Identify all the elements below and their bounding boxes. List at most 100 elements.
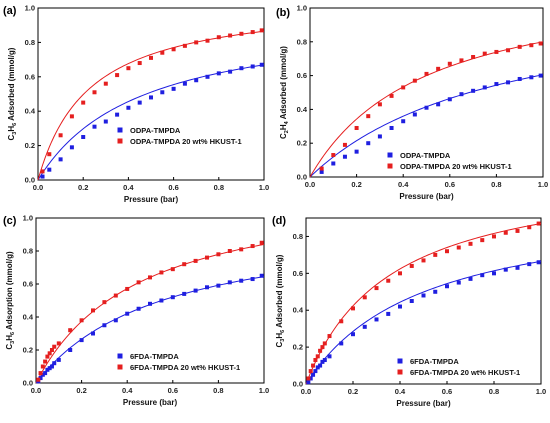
y-tick-label: 0.6 (25, 72, 35, 81)
y-tick-label: 0.0 (23, 379, 33, 388)
data-point (527, 262, 532, 267)
data-point (58, 133, 63, 138)
data-point (182, 262, 187, 267)
data-point (327, 334, 332, 339)
data-point (421, 258, 426, 263)
data-point (40, 364, 45, 369)
data-point (436, 66, 441, 71)
data-point (327, 354, 332, 359)
fit-curve-1 (37, 64, 265, 181)
data-point (389, 93, 394, 98)
data-point (52, 344, 57, 349)
data-point (259, 273, 264, 278)
y-tick-label: 0.2 (293, 343, 303, 352)
data-point (506, 48, 511, 53)
legend-entry: 6FDA-TMPDA 20 wt% HKUST-1 (410, 368, 520, 377)
legend: 6FDA-TMPDA 6FDA-TMPDA 20 wt% HKUST-1 (117, 352, 240, 372)
data-point (159, 270, 164, 275)
data-point (468, 241, 473, 246)
y-tick-label: 0.6 (297, 71, 307, 80)
y-tick-label: 0.4 (25, 107, 36, 116)
data-point (313, 369, 318, 374)
data-point (182, 43, 187, 48)
data-point (113, 318, 118, 323)
legend-marker (117, 127, 123, 133)
data-point (424, 105, 429, 110)
data-point (447, 61, 452, 66)
data-point (149, 95, 153, 100)
data-point (409, 299, 414, 303)
data-point (471, 88, 476, 93)
data-point (503, 230, 508, 235)
data-point (38, 371, 43, 376)
data-point (494, 49, 499, 54)
x-tick-label: 0.4 (398, 180, 409, 189)
data-point (56, 341, 61, 346)
legend-entry: 6FDA-TMPDA 20 wt% HKUST-1 (130, 363, 240, 372)
data-point (47, 152, 52, 157)
data-point (366, 141, 371, 146)
panel-label: (c) (3, 215, 17, 227)
legend-entry: 6FDA-TMPDA (410, 357, 459, 366)
legend-marker (397, 369, 403, 375)
x-tick-label: 0.6 (168, 386, 178, 395)
y-axis-label: C2H4 Adsorbed (mmol/g) (279, 46, 290, 139)
data-point (45, 367, 50, 372)
x-tick-label: 0.8 (491, 180, 501, 189)
data-point (216, 252, 221, 257)
data-point (69, 114, 74, 119)
data-point (529, 75, 534, 80)
chart-panel-1: 0.0 0.2 0.4 0.6 0.8 1.0 0.0 0.2 0.4 0.6 0.8 1.0 Pres… (3, 4, 269, 205)
data-point (47, 351, 52, 356)
data-point (216, 35, 221, 40)
data-point (125, 286, 130, 291)
data-point (506, 80, 511, 85)
data-point (52, 361, 57, 366)
x-tick-label: 0.2 (78, 183, 88, 192)
panel-label: (a) (3, 5, 17, 17)
series-2 (319, 41, 543, 171)
x-tick-label: 0.8 (213, 386, 223, 395)
data-point (81, 100, 86, 105)
data-point (459, 92, 464, 97)
data-point (366, 114, 371, 119)
series-1 (40, 62, 264, 179)
legend-entry: ODPA-TMPDA 20 wt% HKUST-1 (130, 137, 242, 146)
data-point (205, 285, 209, 290)
data-point (250, 30, 255, 35)
x-tick-label: 0.2 (76, 386, 86, 395)
data-point (228, 69, 233, 74)
data-point (103, 81, 108, 86)
series-2 (40, 28, 264, 174)
x-tick-label: 0.4 (395, 387, 406, 396)
data-point (342, 154, 347, 159)
data-point (103, 119, 108, 124)
data-point (68, 328, 73, 333)
data-point (538, 41, 543, 46)
data-point (331, 161, 336, 166)
data-point (239, 247, 244, 252)
x-tick-label: 0.2 (351, 180, 361, 189)
data-point (125, 311, 130, 316)
data-point (308, 369, 313, 374)
y-tick-label: 0.2 (25, 141, 35, 150)
series-1 (306, 260, 541, 385)
data-point (160, 50, 165, 55)
data-point (412, 112, 417, 117)
data-point (421, 293, 426, 298)
legend-marker (387, 152, 393, 158)
data-point (351, 306, 355, 311)
data-point (171, 47, 176, 52)
data-point (482, 51, 487, 56)
legend-marker (117, 353, 123, 359)
data-point (339, 319, 344, 324)
data-point (386, 278, 391, 283)
data-point (194, 40, 199, 45)
panel-label: (d) (272, 215, 286, 227)
data-point (433, 252, 438, 257)
data-point (320, 359, 325, 364)
y-tick-label: 0.8 (23, 247, 33, 256)
data-point (149, 55, 153, 60)
data-point (47, 167, 52, 172)
